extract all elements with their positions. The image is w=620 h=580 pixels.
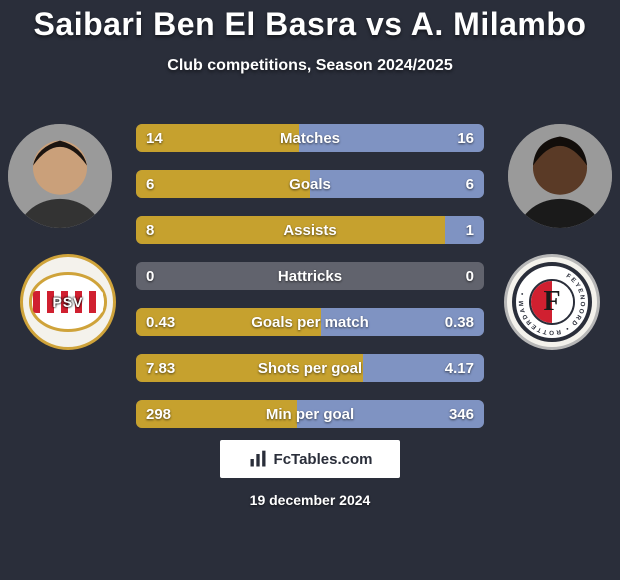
stat-row: 1416Matches	[136, 124, 484, 152]
psv-badge-icon: PSV	[29, 272, 107, 332]
date-text: 19 december 2024	[0, 492, 620, 508]
stat-value-right: 16	[447, 124, 484, 152]
stat-bars: 1416Matches66Goals81Assists00Hattricks0.…	[136, 124, 484, 428]
stat-value-left: 298	[136, 400, 181, 428]
stat-value-right: 0.38	[435, 308, 484, 336]
stat-row: 66Goals	[136, 170, 484, 198]
bar-chart-icon	[248, 449, 268, 469]
player-right-avatar	[508, 124, 612, 228]
stat-value-left: 6	[136, 170, 164, 198]
branding-link[interactable]: FcTables.com	[220, 440, 400, 478]
stat-row: 298346Min per goal	[136, 400, 484, 428]
stat-value-left: 0.43	[136, 308, 185, 336]
stat-value-left: 0	[136, 262, 164, 290]
stat-value-left: 14	[136, 124, 173, 152]
feyenoord-badge-icon: FEYENOORD • ROTTERDAM • F	[512, 262, 592, 342]
branding-text: FcTables.com	[274, 451, 373, 468]
stat-value-right: 4.17	[435, 354, 484, 382]
subtitle: Club competitions, Season 2024/2025	[0, 57, 620, 75]
page-title: Saibari Ben El Basra vs A. Milambo	[0, 0, 620, 43]
stat-row: 81Assists	[136, 216, 484, 244]
comparison-panel: PSV FEYENOORD • ROTTERDAM • F 1416Matche…	[0, 112, 620, 580]
person-icon	[508, 124, 612, 228]
stat-value-right: 0	[456, 262, 484, 290]
stat-value-left: 8	[136, 216, 164, 244]
stat-value-right: 1	[456, 216, 484, 244]
stat-label: Hattricks	[136, 262, 484, 290]
player-left-avatar	[8, 124, 112, 228]
stat-fill-left	[136, 216, 445, 244]
stat-value-right: 6	[456, 170, 484, 198]
stat-value-left: 7.83	[136, 354, 185, 382]
stat-row: 0 0Hattricks	[136, 262, 484, 290]
stat-value-right: 346	[439, 400, 484, 428]
psv-text: PSV	[52, 294, 83, 310]
stat-row: 7.834.17Shots per goal	[136, 354, 484, 382]
club-right-logo: FEYENOORD • ROTTERDAM • F	[504, 254, 600, 350]
person-icon	[8, 124, 112, 228]
stat-row: 0.430.38Goals per match	[136, 308, 484, 336]
club-left-logo: PSV	[20, 254, 116, 350]
